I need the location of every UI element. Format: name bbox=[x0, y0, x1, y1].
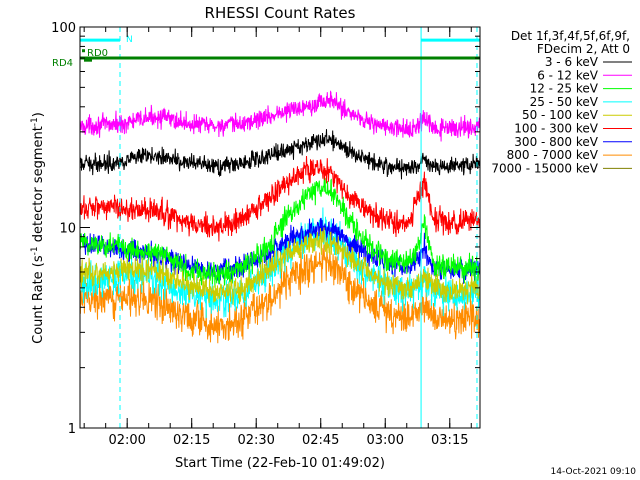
series-line-100-300-kev bbox=[79, 155, 481, 242]
legend-header-line2: FDecim 2, Att 0 bbox=[537, 42, 630, 56]
y-tick-label: 1 bbox=[68, 422, 76, 437]
legend: Det 1f,3f,4f,5f,6f,9f, FDecim 2, Att 0 3… bbox=[491, 29, 632, 175]
y-tick-label: 10 bbox=[59, 222, 76, 237]
x-tick-label: 03:15 bbox=[431, 433, 468, 448]
legend-entry-label: 12 - 25 keV bbox=[530, 82, 599, 96]
legend-entry-label: 25 - 50 keV bbox=[530, 95, 599, 109]
y-axis-label: Count Rate (s-1 detector segment-1) bbox=[30, 112, 46, 344]
legend-entry-label: 50 - 100 keV bbox=[522, 108, 599, 122]
flag-label-rd4: RD4 bbox=[52, 58, 73, 69]
flag-label-n: N bbox=[126, 35, 133, 45]
footer-timestamp: 14-Oct-2021 09:10 bbox=[551, 467, 637, 477]
axes-layer: 1 10 100 02:00 02:15 02:30 02:45 03:00 03:15 bbox=[51, 21, 481, 448]
legend-entry-label: 7000 - 15000 keV bbox=[491, 161, 598, 175]
legend-entry-label: 100 - 300 keV bbox=[514, 122, 598, 136]
y-axis-label-sup1: -1 bbox=[30, 246, 40, 255]
x-axis-label: Start Time (22-Feb-10 01:49:02) bbox=[175, 456, 385, 471]
y-axis-label-sup2: -1 bbox=[30, 117, 40, 126]
series-line-12-25-kev bbox=[79, 175, 481, 288]
y-axis-label-mid: detector segment bbox=[31, 126, 46, 246]
legend-entry-label: 6 - 12 keV bbox=[537, 68, 599, 82]
x-tick-label: 03:00 bbox=[367, 433, 404, 448]
y-axis-label-end: ) bbox=[31, 112, 46, 117]
legend-entry-label: 800 - 7000 keV bbox=[507, 148, 599, 162]
flag-rd0-marker bbox=[82, 49, 85, 53]
y-axis-label-main: Count Rate (s bbox=[31, 255, 46, 344]
x-tick-label: 02:00 bbox=[108, 433, 145, 448]
x-tick-label: 02:45 bbox=[302, 433, 339, 448]
legend-entry-label: 300 - 800 keV bbox=[514, 135, 598, 149]
series-line-6-12-kev bbox=[79, 90, 481, 142]
series-line-3-6-kev bbox=[79, 129, 481, 180]
legend-entry-label: 3 - 6 keV bbox=[545, 55, 599, 69]
legend-header-line1: Det 1f,3f,4f,5f,6f,9f, bbox=[511, 29, 630, 43]
x-tick-label: 02:30 bbox=[237, 433, 274, 448]
y-tick-label: 100 bbox=[51, 21, 76, 36]
flag-label-rd0: RD0 bbox=[87, 48, 108, 59]
series-line-50-100-kev bbox=[79, 227, 481, 306]
x-tick-label: 02:15 bbox=[173, 433, 210, 448]
series-layer bbox=[79, 90, 481, 344]
series-line-800-7000-kev bbox=[79, 238, 481, 344]
chart-title: RHESSI Count Rates bbox=[205, 4, 356, 22]
